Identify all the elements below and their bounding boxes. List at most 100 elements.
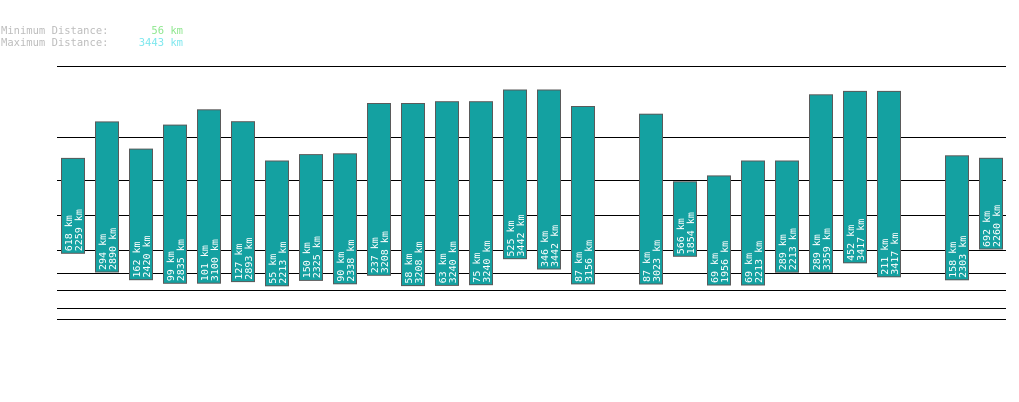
bar-rect: [163, 124, 187, 284]
range-bar-21: 289 km3359 km: [809, 94, 833, 273]
bar-rect: [673, 181, 697, 257]
bar-rect: [537, 89, 561, 270]
bar-min-label: 294 km: [98, 234, 109, 270]
bar-max-label: 3417 km: [890, 233, 901, 275]
bar-min-label: 452 km: [846, 225, 857, 261]
bar-min-label: 237 km: [370, 237, 381, 273]
bar-range-label: 346 km3442 km: [540, 225, 561, 267]
bar-max-label: 2420 km: [142, 235, 153, 277]
bar-range-label: 158 km2303 km: [948, 236, 969, 278]
bar-range-label: 99 km2835 km: [166, 239, 187, 281]
bar-min-label: 58 km: [404, 253, 415, 283]
bar-min-label: 127 km: [234, 244, 245, 280]
bar-max-label: 2303 km: [958, 236, 969, 278]
bar-max-label: 2890 km: [108, 228, 119, 270]
range-bar-13: 525 km3442 km: [503, 89, 527, 260]
bar-max-label: 3100 km: [210, 239, 221, 281]
bar-max-label: 1854 km: [686, 212, 697, 254]
bar-rect: [877, 90, 901, 278]
bar-range-label: 211 km3417 km: [880, 233, 901, 275]
bar-rect: [197, 109, 221, 284]
bar-min-label: 69 km: [744, 253, 755, 283]
bar-range-label: 101 km3100 km: [200, 239, 221, 281]
min-distance-row: Minimum Distance: 56 km: [1, 25, 183, 37]
range-bar-0: 618 km2259 km: [61, 157, 85, 254]
bar-min-label: 566 km: [676, 218, 687, 254]
range-bar-2: 162 km2420 km: [129, 148, 153, 281]
bar-max-label: 2893 km: [244, 238, 255, 280]
bar-range-label: 69 km1956 km: [710, 241, 731, 283]
max-distance-value: 3443 km: [138, 37, 183, 49]
bar-max-label: 2213 km: [788, 228, 799, 270]
range-bar-18: 69 km1956 km: [707, 175, 731, 286]
max-distance-row: Maximum Distance: 3443 km: [1, 37, 183, 49]
bar-min-label: 69 km: [710, 253, 721, 283]
bar-max-label: 3156 km: [584, 240, 595, 282]
bar-range-label: 127 km2893 km: [234, 238, 255, 280]
bar-min-label: 289 km: [812, 234, 823, 270]
bar-min-label: 150 km: [302, 242, 313, 278]
bar-min-label: 346 km: [540, 231, 551, 267]
bar-min-label: 525 km: [506, 220, 517, 256]
range-bar-8: 90 km2338 km: [333, 153, 357, 285]
bar-max-label: 3417 km: [856, 219, 867, 261]
min-distance-value: 56 km: [151, 25, 183, 37]
bar-range-label: 237 km3208 km: [370, 231, 391, 273]
bar-rect: [809, 94, 833, 273]
bar-range-label: 566 km1854 km: [676, 212, 697, 254]
max-distance-label: Maximum Distance:: [1, 37, 109, 49]
range-bar-15: 87 km3156 km: [571, 106, 595, 285]
range-bar-22: 452 km3417 km: [843, 90, 867, 264]
range-bar-11: 63 km3240 km: [435, 101, 459, 286]
range-bar-17: 566 km1854 km: [673, 181, 697, 257]
range-bar-14: 346 km3442 km: [537, 89, 561, 270]
bar-rect: [571, 106, 595, 285]
bar-rect: [945, 155, 969, 281]
bar-range-label: 289 km3359 km: [812, 228, 833, 270]
bar-max-label: 3240 km: [482, 241, 493, 283]
bar-range-label: 87 km3156 km: [574, 240, 595, 282]
bar-rect: [265, 160, 289, 287]
range-bar-16: 87 km3023 km: [639, 113, 663, 285]
bar-rect: [639, 113, 663, 285]
bar-min-label: 101 km: [200, 245, 211, 281]
bar-range-label: 90 km2338 km: [336, 240, 357, 282]
bar-max-label: 3442 km: [516, 214, 527, 256]
bar-min-label: 211 km: [880, 239, 891, 275]
range-bar-1: 294 km2890 km: [95, 121, 119, 273]
bar-min-label: 99 km: [166, 251, 177, 281]
bar-rect: [129, 148, 153, 281]
bar-max-label: 2213 km: [278, 242, 289, 284]
bar-range-label: 452 km3417 km: [846, 219, 867, 261]
bar-min-label: 158 km: [948, 242, 959, 278]
range-bar-4: 101 km3100 km: [197, 109, 221, 284]
bar-range-label: 87 km3023 km: [642, 240, 663, 282]
range-bar-10: 58 km3208 km: [401, 103, 425, 287]
bar-min-label: 55 km: [268, 254, 279, 284]
distance-summary: Minimum Distance: 56 km Maximum Distance:…: [1, 25, 183, 49]
bar-rect: [299, 154, 323, 281]
bar-min-label: 87 km: [574, 252, 585, 282]
bar-range-label: 55 km2213 km: [268, 242, 289, 284]
bar-max-label: 2325 km: [312, 236, 323, 278]
range-bar-9: 237 km3208 km: [367, 103, 391, 276]
bar-rect: [707, 175, 731, 286]
range-bar-12: 75 km3240 km: [469, 101, 493, 286]
bar-rect: [843, 90, 867, 264]
bar-rect: [333, 153, 357, 285]
bar-min-label: 87 km: [642, 252, 653, 282]
bar-max-label: 3442 km: [550, 225, 561, 267]
bar-max-label: 2835 km: [176, 239, 187, 281]
range-bar-24: 158 km2303 km: [945, 155, 969, 281]
bar-range-label: 69 km2213 km: [744, 241, 765, 283]
bars: 618 km2259 km 294 km2890 km 162 km2420 km 9…: [61, 89, 1003, 287]
range-bar-19: 69 km2213 km: [741, 160, 765, 286]
bar-min-label: 75 km: [472, 253, 483, 283]
bar-max-label: 2260 km: [992, 205, 1003, 247]
min-distance-label: Minimum Distance:: [1, 25, 109, 37]
bar-rect: [231, 121, 255, 283]
range-bar-25: 692 km2260 km: [979, 157, 1003, 250]
bar-rect: [367, 103, 391, 276]
bar-rect: [741, 160, 765, 286]
bar-min-label: 90 km: [336, 252, 347, 282]
